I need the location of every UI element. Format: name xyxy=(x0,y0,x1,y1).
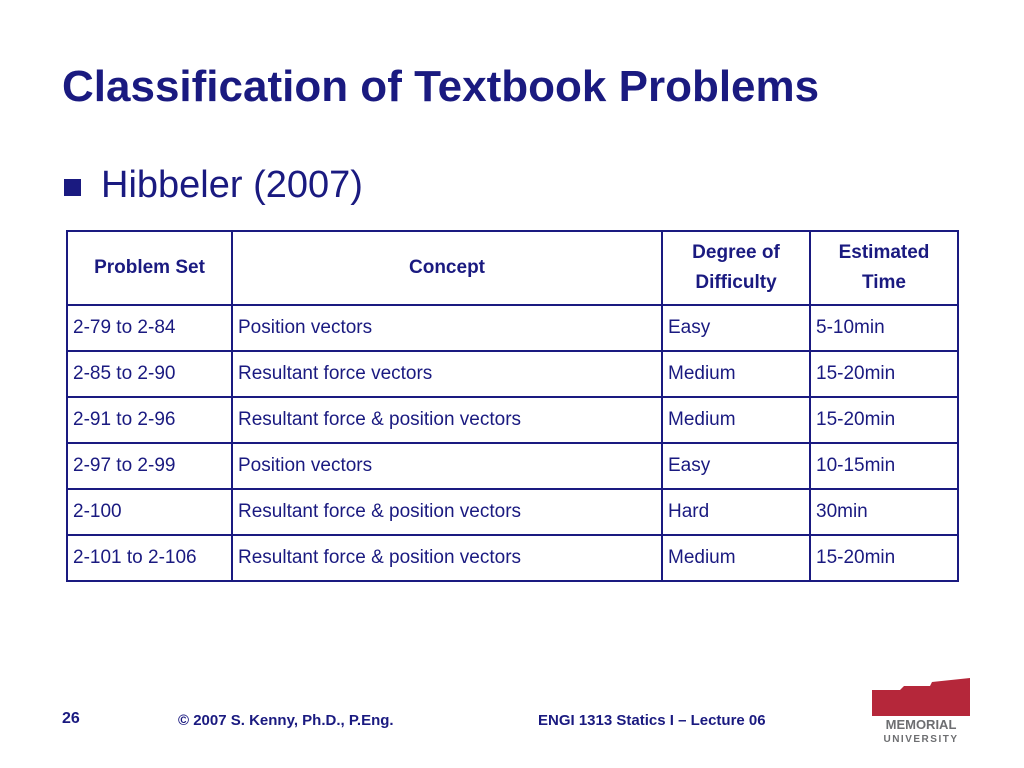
cell-problem-set: 2-101 to 2-106 xyxy=(66,534,233,582)
cell-problem-set: 2-100 xyxy=(66,488,233,536)
bullet-item: Hibbeler (2007) xyxy=(64,164,363,207)
table-header-row: Problem Set Concept Degree of Difficulty… xyxy=(66,230,959,306)
logo-line2: UNIVERSITY xyxy=(883,734,958,745)
cell-problem-set: 2-85 to 2-90 xyxy=(66,350,233,398)
cell-difficulty: Hard xyxy=(661,488,811,536)
cell-concept: Position vectors xyxy=(231,304,663,352)
cell-time: 15-20min xyxy=(809,534,959,582)
cell-problem-set: 2-91 to 2-96 xyxy=(66,396,233,444)
cell-concept: Resultant force vectors xyxy=(231,350,663,398)
table-row: 2-101 to 2-106 Resultant force & positio… xyxy=(66,534,959,582)
table-row: 2-100 Resultant force & position vectors… xyxy=(66,488,959,536)
page-number: 26 xyxy=(62,710,80,727)
cell-time: 15-20min xyxy=(809,396,959,444)
cell-difficulty: Medium xyxy=(661,350,811,398)
cell-difficulty: Easy xyxy=(661,442,811,490)
table-row: 2-97 to 2-99 Position vectors Easy 10-15… xyxy=(66,442,959,490)
cell-concept: Resultant force & position vectors xyxy=(231,534,663,582)
cell-concept: Resultant force & position vectors xyxy=(231,488,663,536)
table-row: 2-79 to 2-84 Position vectors Easy 5-10m… xyxy=(66,304,959,352)
footer-course: ENGI 1313 Statics I – Lecture 06 xyxy=(538,712,766,729)
cell-time: 5-10min xyxy=(809,304,959,352)
memorial-university-logo-icon: MEMORIAL UNIVERSITY xyxy=(872,678,970,745)
header-problem-set: Problem Set xyxy=(66,230,233,306)
problems-table: Problem Set Concept Degree of Difficulty… xyxy=(66,230,959,582)
cell-concept: Resultant force & position vectors xyxy=(231,396,663,444)
cell-concept: Position vectors xyxy=(231,442,663,490)
bullet-text: Hibbeler (2007) xyxy=(101,164,363,206)
header-estimated-time: Estimated Time xyxy=(809,230,959,306)
cell-time: 30min xyxy=(809,488,959,536)
header-degree-of-difficulty: Degree of Difficulty xyxy=(661,230,811,306)
cell-time: 10-15min xyxy=(809,442,959,490)
table-row: 2-91 to 2-96 Resultant force & position … xyxy=(66,396,959,444)
cell-problem-set: 2-97 to 2-99 xyxy=(66,442,233,490)
header-concept: Concept xyxy=(231,230,663,306)
slide-title: Classification of Textbook Problems xyxy=(62,62,820,111)
cell-difficulty: Medium xyxy=(661,396,811,444)
bullet-square-icon xyxy=(64,179,81,196)
cell-difficulty: Easy xyxy=(661,304,811,352)
cell-difficulty: Medium xyxy=(661,534,811,582)
logo-line1: MEMORIAL xyxy=(886,717,957,732)
table-row: 2-85 to 2-90 Resultant force vectors Med… xyxy=(66,350,959,398)
cell-problem-set: 2-79 to 2-84 xyxy=(66,304,233,352)
cell-time: 15-20min xyxy=(809,350,959,398)
footer-copyright: © 2007 S. Kenny, Ph.D., P.Eng. xyxy=(178,712,394,729)
